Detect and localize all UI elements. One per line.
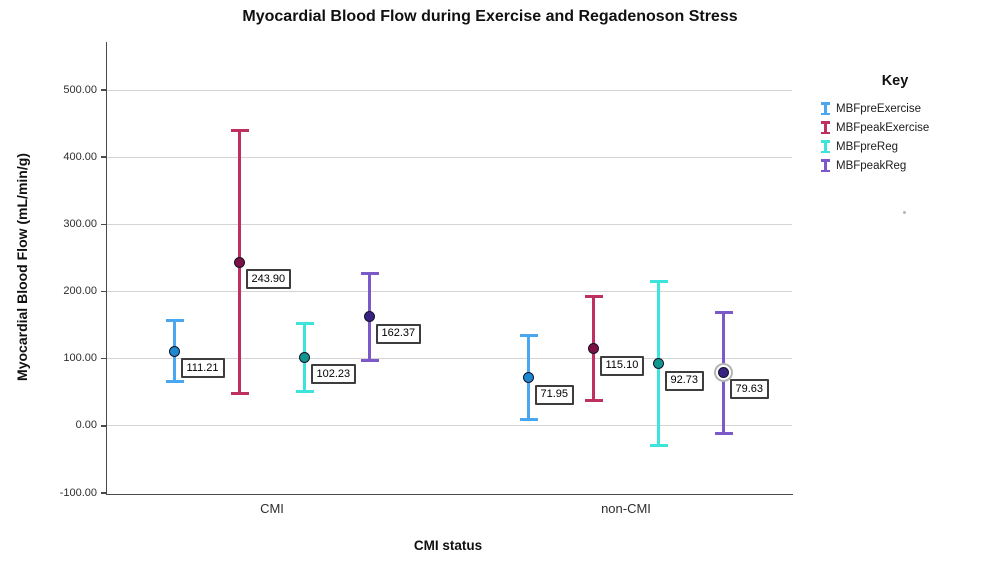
y-tick: [100, 89, 107, 91]
errorbar-cap-top: [649, 279, 668, 283]
value-label: 71.95: [534, 384, 575, 405]
errorbar-cap-top: [165, 318, 184, 322]
errorbar-cap-top: [519, 334, 538, 338]
data-point-marker: [364, 311, 375, 323]
value-label: 111.21: [180, 358, 225, 379]
glyph-cap: [821, 112, 830, 115]
errorbar-cap-bottom: [519, 418, 538, 422]
y-tick: [100, 425, 107, 427]
glyph-cap: [821, 169, 830, 172]
x-category-label: CMI: [260, 501, 284, 516]
data-point-marker: [234, 256, 245, 268]
plot-area: 111.21 71.95 243.90 115.10 102.23 92.73 162.37…: [106, 42, 793, 495]
y-tick: [100, 223, 107, 226]
legend-title: Key: [881, 73, 909, 89]
legend-item-label: MBFpreReg: [836, 140, 898, 153]
y-tick-label: 300.00: [63, 217, 97, 230]
y-tick-label: 500.00: [63, 83, 97, 96]
errorbar-cap-bottom: [714, 431, 733, 435]
x-axis-title: CMI status: [413, 538, 483, 553]
y-tick-label: 0.00: [75, 419, 97, 432]
errorbar-glyph-icon: [821, 121, 830, 134]
glyph-stem: [824, 123, 827, 132]
errorbar-cap-bottom: [230, 391, 249, 395]
legend-item-label: MBFpeakExercise: [836, 121, 930, 134]
glyph-stem: [824, 142, 827, 151]
glyph-stem: [824, 161, 827, 170]
legend-item: MBFpreReg: [821, 137, 929, 156]
legend: MBFpreExercise MBFpeakExercise MBFpreReg MB…: [821, 99, 929, 175]
errorbar-cap-bottom: [295, 390, 314, 394]
gridline: [107, 156, 792, 158]
errorbar-cap-top: [295, 322, 314, 326]
legend-item: MBFpreExercise: [821, 99, 929, 118]
errorbar-glyph-icon: [821, 159, 830, 172]
legend-item-label: MBFpeakReg: [836, 159, 907, 172]
value-label: 102.23: [310, 364, 357, 385]
y-tick: [100, 492, 107, 494]
legend-item: MBFpeakReg: [821, 156, 929, 175]
glyph-cap: [821, 159, 830, 162]
glyph-stem: [824, 104, 827, 113]
errorbar-cap-top: [360, 271, 379, 275]
gridline: [107, 291, 792, 292]
chart-title: Myocardial Blood Flow during Exercise an…: [242, 8, 738, 25]
glyph-cap: [821, 140, 830, 143]
value-label: 79.63: [729, 379, 770, 400]
errorbar-cap-top: [714, 310, 733, 314]
gridline: [107, 223, 792, 225]
errorbar-glyph-icon: [821, 102, 830, 115]
y-tick-label: 100.00: [63, 352, 97, 365]
y-tick-label: 400.00: [63, 150, 97, 163]
y-tick-label: -100.00: [59, 486, 97, 499]
errorbar-glyph-icon: [821, 140, 830, 153]
errorbar-cap-bottom: [165, 380, 184, 384]
data-point-marker: [653, 358, 664, 370]
x-category-label: non-CMI: [601, 501, 651, 516]
errorbar-cap-bottom: [584, 398, 603, 402]
y-tick: [100, 357, 107, 360]
data-point-marker: [588, 343, 599, 355]
data-point-marker: [523, 372, 534, 383]
glyph-cap: [821, 131, 830, 134]
y-axis-title: Myocardial Blood Flow (mL/min/g): [14, 153, 30, 381]
data-point-marker: [718, 366, 729, 378]
legend-item: MBFpeakExercise: [821, 118, 929, 137]
glyph-cap: [821, 121, 830, 124]
value-label: 92.73: [664, 370, 705, 391]
value-label: 162.37: [375, 323, 422, 344]
errorbar-cap-bottom: [649, 443, 668, 447]
errorbar-cap-top: [230, 128, 249, 132]
errorbar-cap-bottom: [360, 358, 379, 362]
data-point-marker: [169, 345, 180, 357]
gridline: [107, 425, 792, 427]
data-point-marker: [299, 351, 310, 363]
gridline: [107, 89, 792, 91]
y-tick: [100, 156, 107, 158]
value-label: 115.10: [599, 355, 645, 376]
y-tick: [100, 290, 107, 293]
glyph-cap: [821, 102, 830, 105]
glyph-cap: [821, 150, 830, 153]
value-label: 243.90: [245, 269, 292, 289]
errorbar-cap-top: [584, 295, 603, 299]
stray-mark: [903, 211, 906, 214]
gridline: [107, 358, 792, 360]
legend-item-label: MBFpreExercise: [836, 102, 921, 115]
y-tick-label: 200.00: [63, 285, 97, 297]
